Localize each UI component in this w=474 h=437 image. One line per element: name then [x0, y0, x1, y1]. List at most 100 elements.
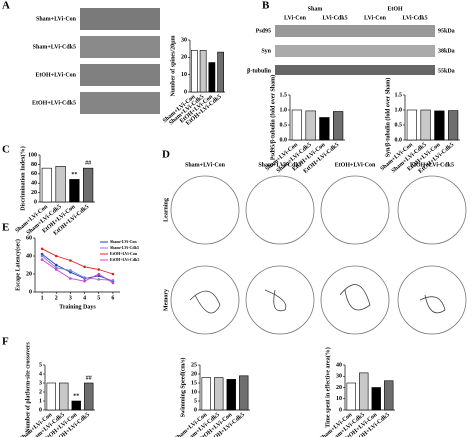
y-axis-label: Discrimination Index(%) [19, 146, 26, 211]
bar [208, 62, 216, 93]
y-axis-label: Number of platform-site crossovers [25, 342, 31, 433]
size-label: 55kDa [438, 68, 455, 74]
bar [226, 379, 236, 411]
panel-letter: D [162, 149, 170, 161]
y-tick-label: 0 [194, 407, 197, 413]
y-tick-label: 25 [191, 362, 197, 368]
y-axis-label: Swimming Speed(cm/s) [179, 358, 186, 418]
point [40, 258, 44, 261]
maze-track [245, 265, 315, 335]
point [83, 276, 86, 279]
point [69, 277, 72, 280]
annotation: ## [85, 161, 91, 167]
y-tick-label: 0.5 [395, 122, 403, 128]
series-line [41, 253, 114, 282]
bar [46, 382, 56, 411]
y-tick-label: 40 [26, 253, 32, 259]
point [40, 254, 44, 258]
y-tick-label: 30 [181, 37, 187, 43]
legend-label: EtOH+LVi-Cdk5 [110, 257, 139, 262]
maze-track [397, 265, 467, 335]
y-tick-label: 30 [336, 374, 342, 380]
y-axis-label: Number of spines/20μm [170, 36, 176, 97]
bar [71, 400, 81, 411]
y-tick-label: 40 [336, 362, 342, 368]
y-tick-label: 5 [194, 398, 197, 404]
protein-label: Syn [261, 48, 271, 54]
y-tick-label: 0 [39, 407, 42, 413]
y-tick-label: 60 [31, 171, 37, 177]
bar [359, 372, 369, 411]
lane-label: LVi-Cdk5 [402, 15, 427, 21]
bar [239, 375, 249, 411]
y-tick-label: 2 [39, 389, 42, 395]
maze-track [320, 265, 390, 335]
maze-column: EtOH+LVi-Con [335, 162, 376, 168]
y-tick-label: 60 [26, 235, 32, 241]
point [69, 269, 72, 272]
bar [434, 110, 445, 141]
row-label: EtOH+LVi-Cdk5 [32, 100, 76, 106]
y-axis-label: Syn/β-tubulin (fold over Sham) [384, 78, 391, 158]
bar [84, 382, 94, 411]
y-tick-label: 1.0 [395, 107, 403, 113]
y-tick-label: 0 [184, 89, 187, 95]
y-tick-label: 5 [39, 362, 42, 368]
maze-track [170, 265, 240, 335]
dendrite-image [80, 36, 160, 58]
maze-column: EtOH+LVi-Cdk5 [410, 162, 454, 168]
maze-track [170, 175, 240, 245]
maze-track [245, 175, 315, 245]
point [97, 272, 101, 276]
x-tick-label: 4 [83, 295, 86, 301]
y-tick-label: 10 [336, 396, 342, 402]
point [54, 254, 58, 258]
lane-label: LVi-Con [364, 15, 387, 21]
maze-path [189, 284, 446, 314]
point [69, 259, 72, 262]
series-line [41, 255, 113, 281]
row-label: EtOH+LVi-Con [35, 72, 76, 78]
y-tick-label: 40 [31, 181, 37, 187]
bar [41, 167, 52, 203]
protein-label: β-tubulin [247, 68, 272, 74]
panel-letter: C [2, 144, 10, 156]
maze-column: Sham+LVi-Con [185, 162, 226, 168]
x-tick-label: 6 [111, 295, 114, 301]
y-tick-label: 0.5 [280, 122, 288, 128]
y-tick-label: 1.0 [280, 107, 288, 113]
y-tick-label: 100 [28, 152, 37, 158]
point [111, 272, 115, 276]
y-axis-label: Psd95/β-tubulin (fold over Sham) [269, 75, 276, 160]
bar [371, 387, 381, 411]
annotation: ** [71, 172, 77, 178]
protein-label: Psd95 [256, 28, 271, 34]
dendrite-image [80, 92, 160, 114]
panel-letter: A [2, 0, 10, 12]
bar [69, 179, 80, 203]
bar [217, 51, 224, 93]
blot-band [275, 65, 435, 75]
bar [83, 167, 94, 203]
bar [420, 109, 431, 141]
size-label: 95kDa [438, 28, 455, 34]
point [40, 252, 44, 256]
blot-band [275, 45, 435, 57]
point [54, 263, 58, 267]
bar [384, 380, 394, 411]
legend-label: Sham+LVi-Cdk5 [110, 245, 139, 250]
y-tick-label: 1.5 [280, 92, 288, 98]
point [83, 265, 86, 269]
point [54, 266, 58, 270]
maze-row: Learning [163, 198, 169, 222]
point [54, 268, 58, 271]
y-tick-label: 20 [31, 190, 37, 196]
bar [55, 165, 66, 203]
point [69, 270, 72, 274]
panel-letter: B [262, 0, 270, 12]
images [80, 8, 467, 335]
y-tick-label: 15 [191, 380, 197, 386]
y-axis-label: Time spent in effective area(%) [324, 347, 331, 427]
bar [406, 109, 417, 141]
annotation: ## [86, 375, 92, 381]
